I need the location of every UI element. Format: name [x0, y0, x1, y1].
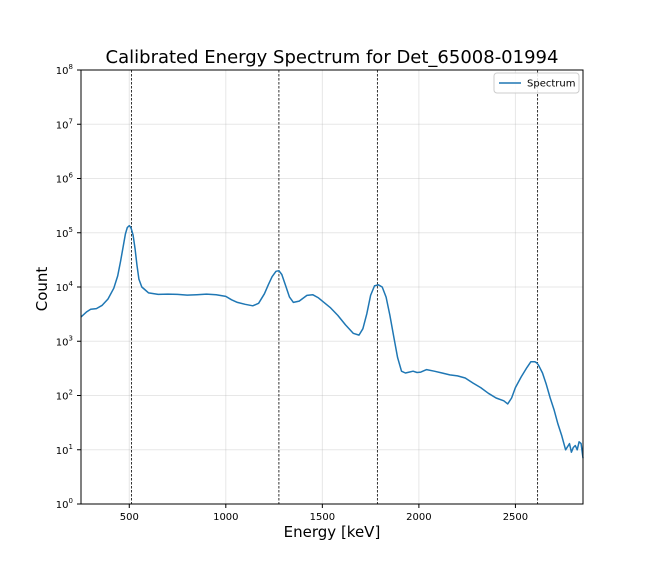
series-line [80, 224, 584, 459]
x-axis-label: Energy [keV] [284, 523, 381, 541]
x-tick-label: 1500 [310, 512, 335, 523]
x-axis-ticks: 500 1000 1500 2000 2500 [120, 504, 528, 523]
x-tick-label: 2000 [406, 512, 431, 523]
x-tick-label: 1000 [213, 512, 238, 523]
x-tick-label: 2500 [503, 512, 528, 523]
chart-title: Calibrated Energy Spectrum for Det_65008… [106, 47, 559, 68]
legend-box [493, 72, 580, 94]
legend-label: Spectrum [527, 79, 575, 90]
series-layer [80, 224, 584, 459]
y-axis-label: Count [33, 267, 51, 312]
legend: Spectrum [493, 72, 580, 94]
reference-lines [130, 70, 539, 504]
x-tick-label: 500 [120, 512, 139, 523]
